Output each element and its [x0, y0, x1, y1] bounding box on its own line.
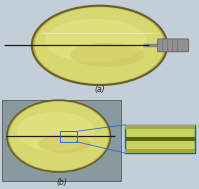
Bar	[60, 131, 77, 142]
Ellipse shape	[17, 112, 95, 151]
Bar	[125, 125, 195, 129]
Text: (b): (b)	[56, 178, 67, 187]
Ellipse shape	[45, 19, 146, 62]
Bar	[2, 100, 121, 181]
Bar	[125, 137, 195, 141]
Bar	[125, 149, 195, 153]
Ellipse shape	[70, 43, 145, 67]
Ellipse shape	[7, 100, 110, 172]
Ellipse shape	[9, 102, 108, 170]
Bar	[125, 125, 195, 153]
Ellipse shape	[35, 7, 164, 84]
Ellipse shape	[32, 6, 167, 85]
Ellipse shape	[39, 135, 91, 153]
FancyBboxPatch shape	[158, 39, 189, 52]
Text: (a): (a)	[94, 84, 105, 94]
